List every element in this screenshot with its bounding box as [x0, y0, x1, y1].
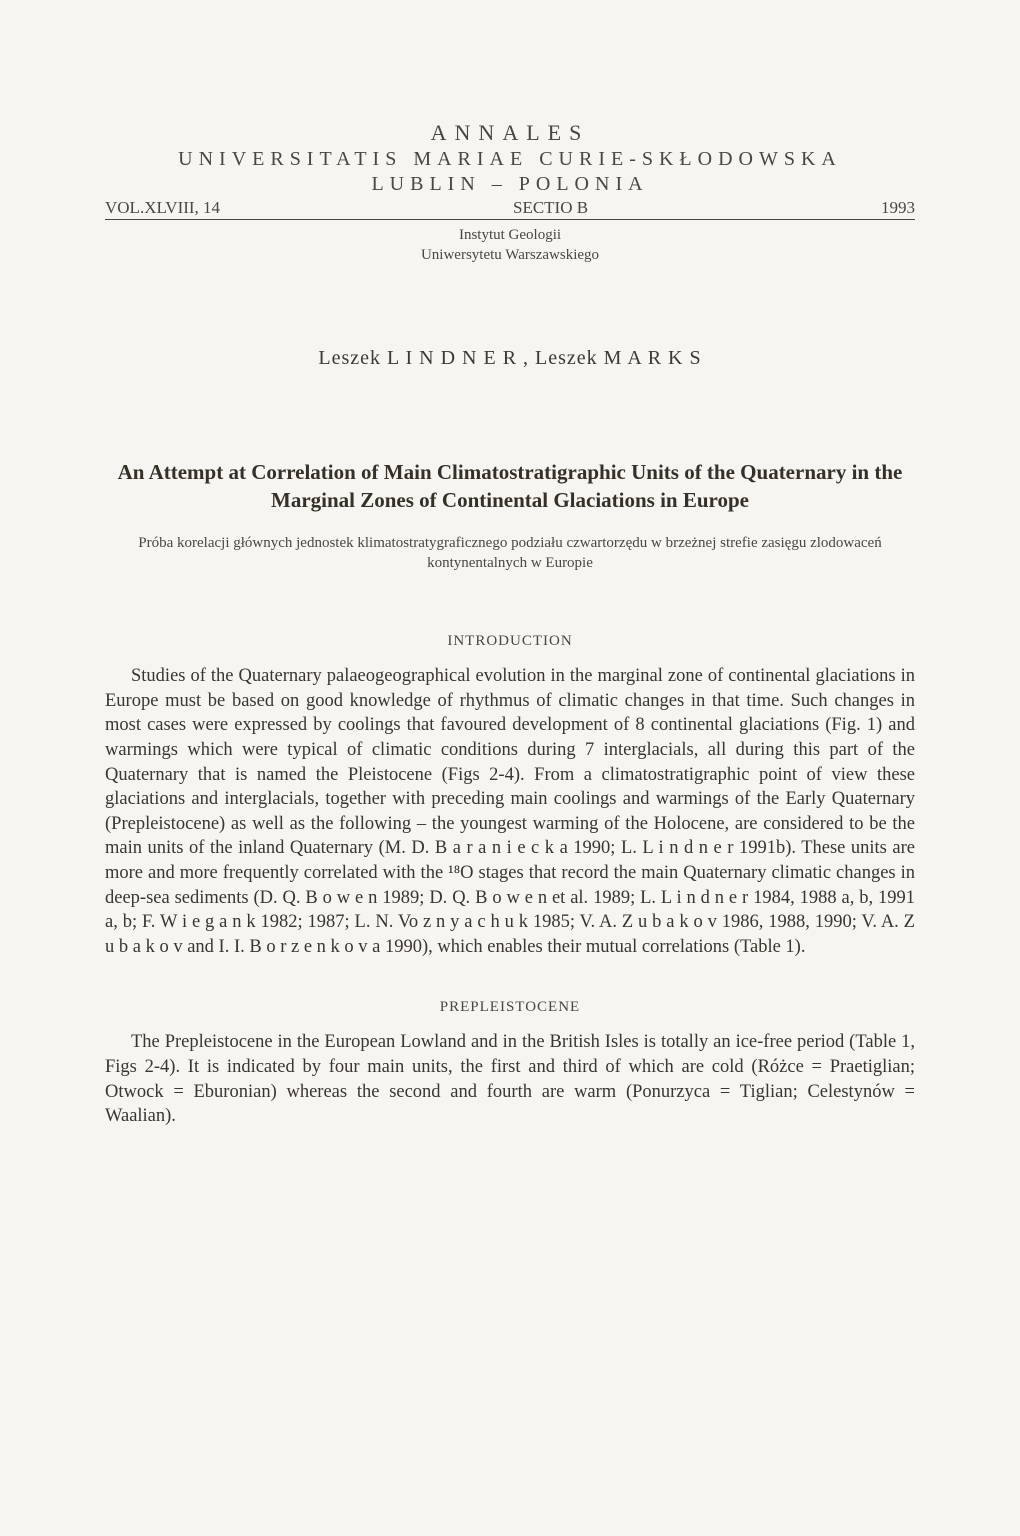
section-heading-introduction: INTRODUCTION: [105, 633, 915, 650]
article-title: An Attempt at Correlation of Main Climat…: [105, 458, 915, 515]
prepleistocene-paragraph: The Prepleistocene in the European Lowla…: [105, 1030, 915, 1128]
institute-block: Instytut Geologii Uniwersytetu Warszawsk…: [105, 226, 915, 265]
page: ANNALES UNIVERSITATIS MARIAE CURIE-SKŁOD…: [0, 0, 1020, 1536]
masthead: ANNALES UNIVERSITATIS MARIAE CURIE-SKŁOD…: [105, 120, 915, 265]
journal-name-line1: ANNALES: [105, 120, 915, 146]
introduction-paragraph: Studies of the Quaternary palaeogeograph…: [105, 664, 915, 959]
institute-line2: Uniwersytetu Warszawskiego: [105, 246, 915, 266]
section-heading-prepleistocene: PREPLEISTOCENE: [105, 999, 915, 1016]
article-subtitle-polish: Próba korelacji głównych jednostek klima…: [105, 533, 915, 574]
journal-name-line3: LUBLIN – POLONIA: [105, 173, 915, 196]
year: 1993: [881, 198, 915, 218]
volume-row: VOL.XLVIII, 14 SECTIO B 1993: [105, 198, 915, 220]
authors: Leszek L I N D N E R , Leszek M A R K S: [105, 347, 915, 370]
volume-number: VOL.XLVIII, 14: [105, 198, 220, 218]
journal-name-line2: UNIVERSITATIS MARIAE CURIE-SKŁODOWSKA: [105, 148, 915, 171]
institute-line1: Instytut Geologii: [105, 226, 915, 246]
sectio-label: SECTIO B: [513, 198, 588, 218]
